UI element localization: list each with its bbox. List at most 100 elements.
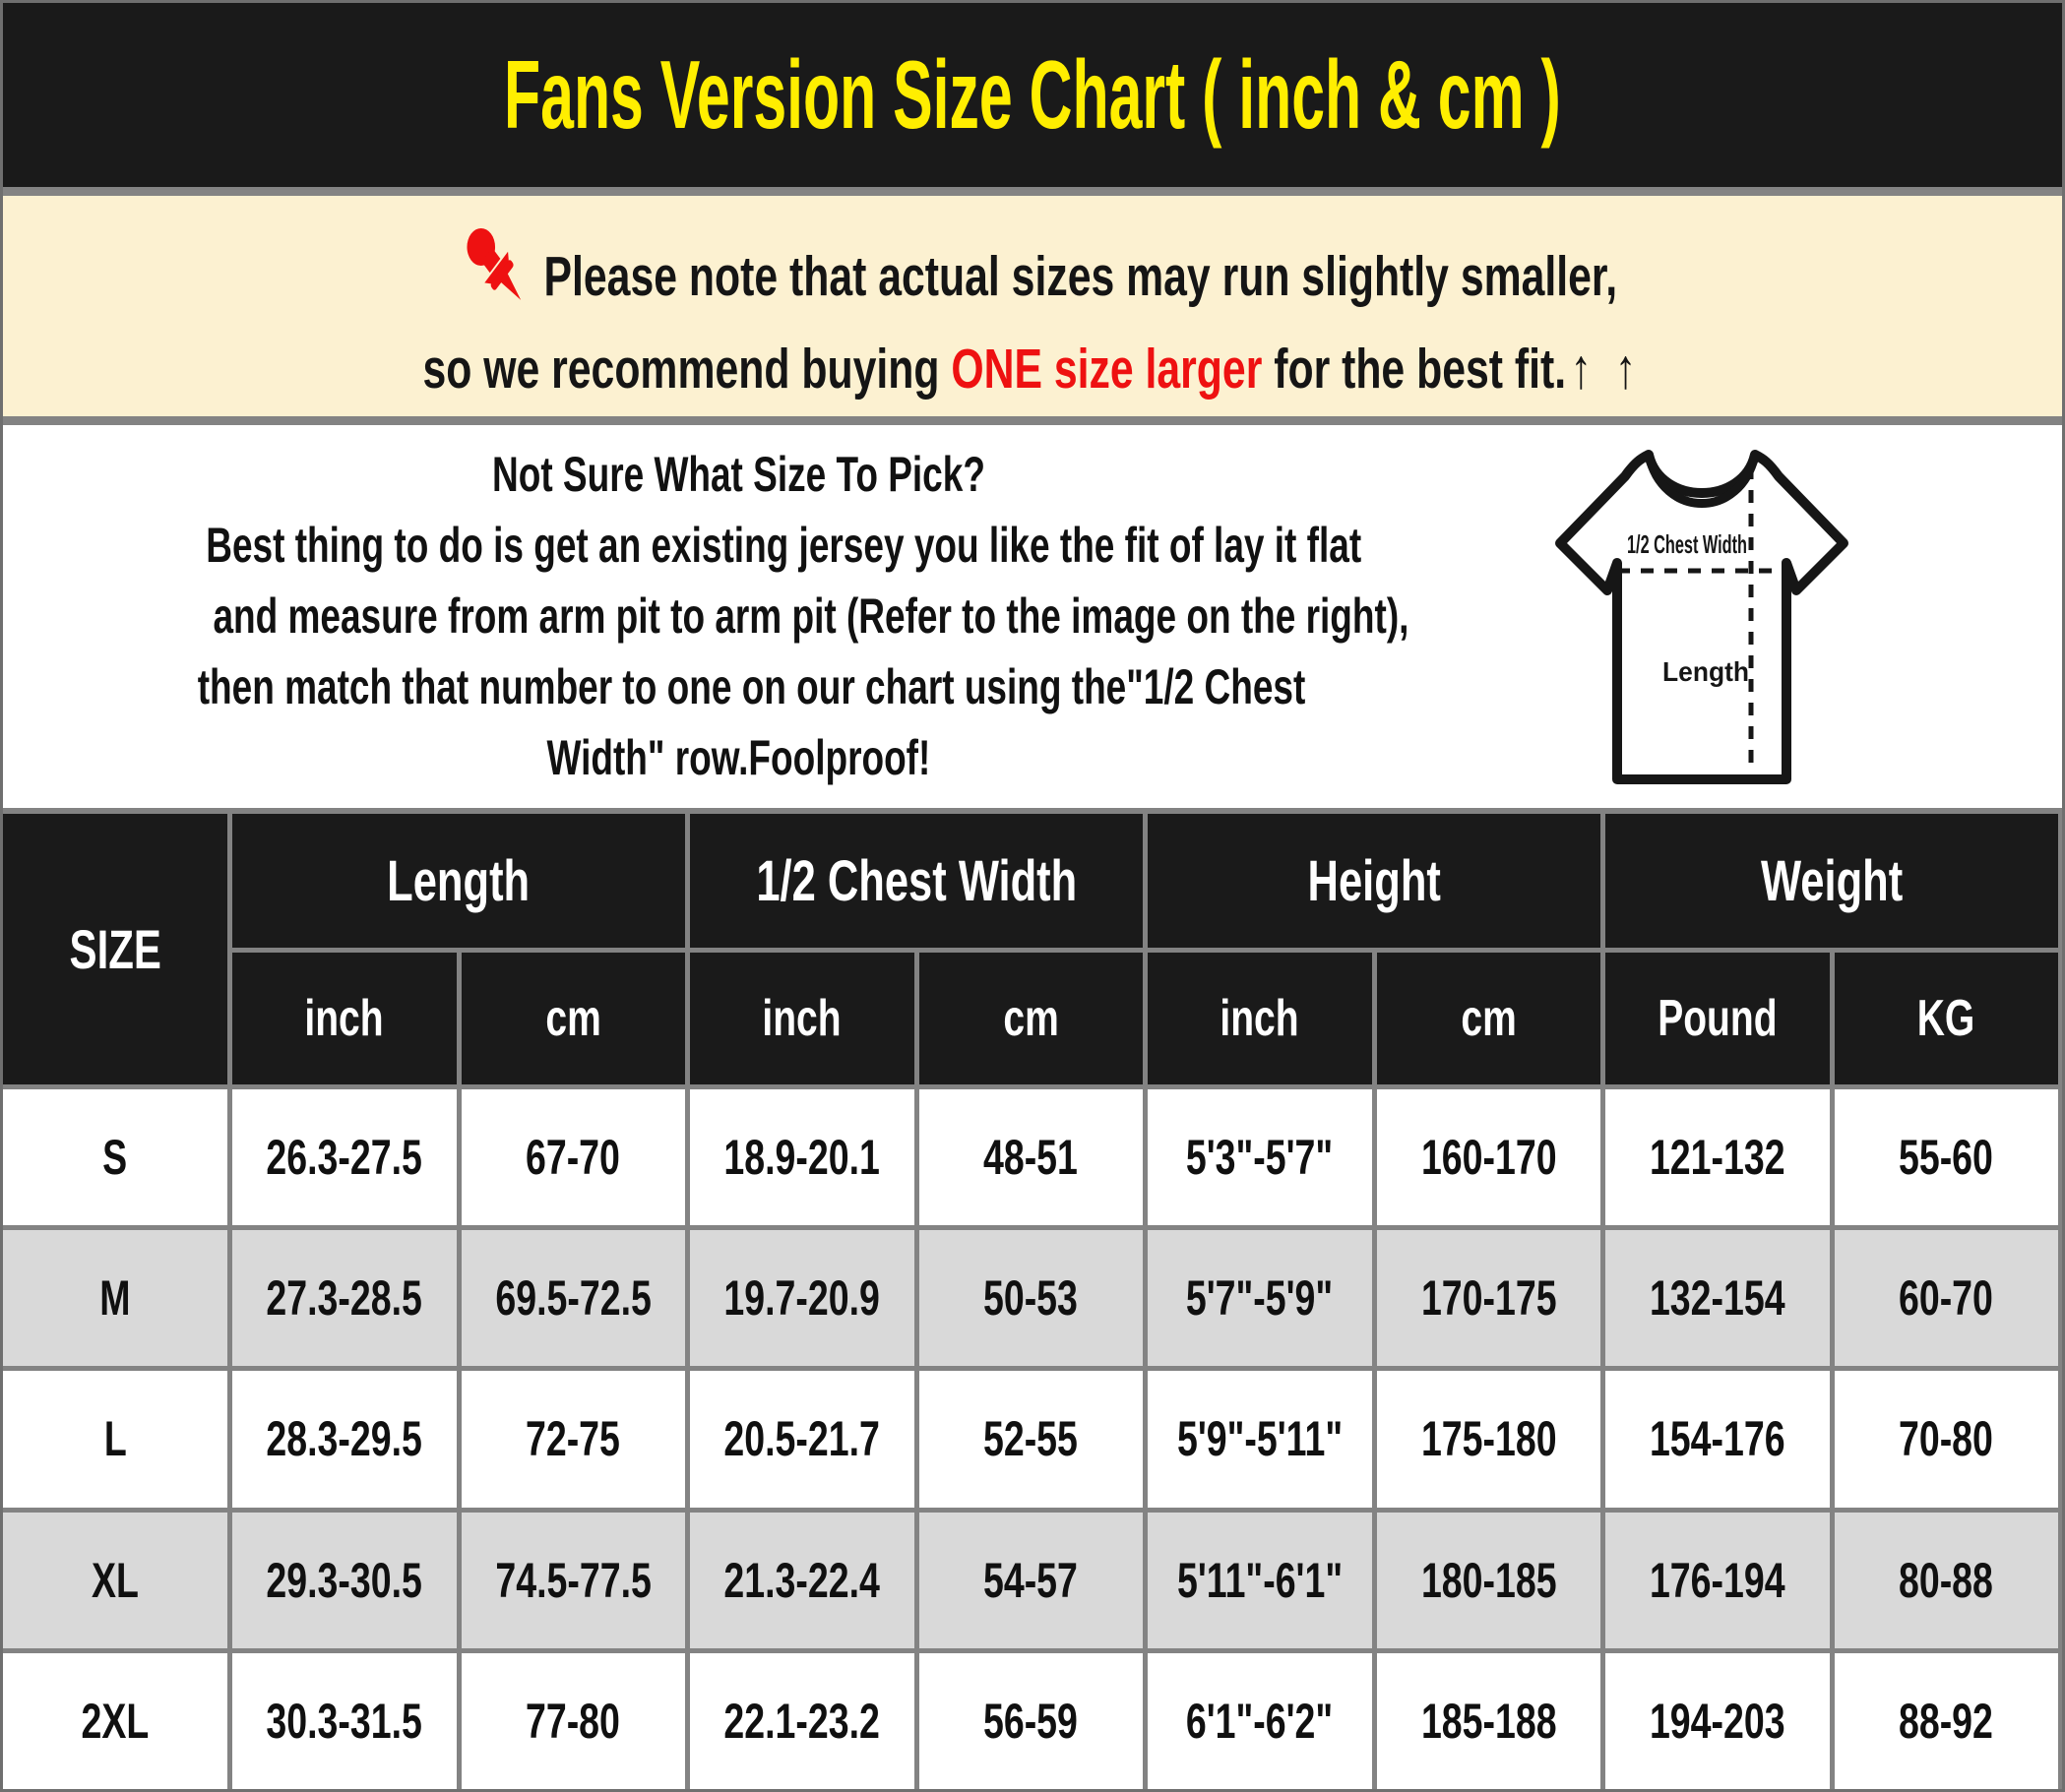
- value-cell-label: 132-154: [1649, 1270, 1785, 1327]
- value-cell: 70-80: [1834, 1371, 2058, 1508]
- size-cell: 2XL: [3, 1652, 227, 1789]
- value-cell: 27.3-28.5: [232, 1230, 457, 1367]
- instruction-line: Width" row.Foolproof!: [546, 730, 931, 785]
- value-cell-label: 5'9"-5'11": [1176, 1411, 1343, 1467]
- value-cell: 6'1"-6'2": [1148, 1652, 1372, 1789]
- value-cell: 56-59: [918, 1652, 1143, 1789]
- subheader-weight-kg: KG: [1834, 953, 2058, 1084]
- value-cell-label: 30.3-31.5: [266, 1693, 422, 1749]
- column-group-length: Length: [232, 814, 685, 948]
- value-cell: 80-88: [1834, 1512, 2058, 1648]
- column-group-chest-width: 1/2 Chest Width: [690, 814, 1143, 948]
- subheader-length-inch: inch: [232, 953, 457, 1084]
- value-cell-label: 121-132: [1649, 1130, 1785, 1186]
- value-cell: 88-92: [1834, 1652, 2058, 1789]
- value-cell-label: 22.1-23.2: [723, 1693, 880, 1749]
- value-cell-label: 60-70: [1899, 1270, 1994, 1327]
- value-cell-label: 69.5-72.5: [495, 1270, 652, 1327]
- value-cell: 30.3-31.5: [232, 1652, 457, 1789]
- subheader-weight-pound: Pound: [1605, 953, 1830, 1084]
- value-cell: 21.3-22.4: [690, 1512, 914, 1648]
- instruction-line: then match that number to one on our cha…: [197, 659, 1306, 714]
- value-cell: 18.9-20.1: [690, 1089, 914, 1226]
- size-cell: L: [3, 1371, 227, 1508]
- value-cell: 28.3-29.5: [232, 1371, 457, 1508]
- value-cell: 60-70: [1834, 1230, 2058, 1367]
- size-cell-label: XL: [92, 1552, 139, 1608]
- value-cell-label: 18.9-20.1: [723, 1130, 880, 1186]
- value-cell-label: 88-92: [1899, 1693, 1994, 1749]
- value-cell-label: 77-80: [526, 1693, 621, 1749]
- value-cell-label: 176-194: [1649, 1552, 1785, 1608]
- value-cell-label: 21.3-22.4: [723, 1552, 880, 1608]
- chest-width-label: 1/2 Chest Width: [1627, 529, 1747, 559]
- value-cell: 175-180: [1376, 1371, 1600, 1508]
- instruction-text: Not Sure What Size To Pick? Best thing t…: [3, 439, 1474, 793]
- value-cell: 194-203: [1605, 1652, 1830, 1789]
- value-cell-label: 175-180: [1420, 1411, 1557, 1467]
- size-cell: S: [3, 1089, 227, 1226]
- value-cell: 185-188: [1376, 1652, 1600, 1789]
- value-cell: 26.3-27.5: [232, 1089, 457, 1226]
- value-cell-label: 154-176: [1649, 1411, 1785, 1467]
- value-cell-label: 6'1"-6'2": [1186, 1693, 1334, 1749]
- subheader-length-cm: cm: [461, 953, 685, 1084]
- size-cell-label: 2XL: [81, 1693, 150, 1749]
- notice-highlight: ONE size larger: [951, 338, 1263, 401]
- value-cell-label: 160-170: [1420, 1130, 1557, 1186]
- instruction-line: Not Sure What Size To Pick?: [492, 447, 985, 502]
- size-cell-label: L: [103, 1411, 127, 1467]
- value-cell: 54-57: [918, 1512, 1143, 1648]
- value-cell-label: 80-88: [1899, 1552, 1994, 1608]
- value-cell: 50-53: [918, 1230, 1143, 1367]
- value-cell-label: 48-51: [983, 1130, 1079, 1186]
- size-cell: M: [3, 1230, 227, 1367]
- value-cell-label: 28.3-29.5: [266, 1411, 422, 1467]
- value-cell-label: 26.3-27.5: [266, 1130, 422, 1186]
- value-cell: 160-170: [1376, 1089, 1600, 1226]
- value-cell: 72-75: [461, 1371, 685, 1508]
- value-cell-label: 194-203: [1649, 1693, 1785, 1749]
- value-cell-label: 185-188: [1420, 1693, 1557, 1749]
- value-cell: 5'11"-6'1": [1148, 1512, 1372, 1648]
- value-cell: 121-132: [1605, 1089, 1830, 1226]
- value-cell-label: 5'11"-6'1": [1176, 1552, 1343, 1608]
- value-cell-label: 19.7-20.9: [723, 1270, 880, 1327]
- size-table: SIZE Length 1/2 Chest Width Height Weigh…: [3, 808, 2062, 1789]
- value-cell: 5'7"-5'9": [1148, 1230, 1372, 1367]
- instruction-line: and measure from arm pit to arm pit (Ref…: [213, 588, 1409, 644]
- instruction-line: Best thing to do is get an existing jers…: [206, 518, 1362, 573]
- collar-line: [1644, 453, 1760, 508]
- value-cell-label: 56-59: [983, 1693, 1079, 1749]
- value-cell: 77-80: [461, 1652, 685, 1789]
- size-cell-label: M: [99, 1270, 131, 1327]
- value-cell: 176-194: [1605, 1512, 1830, 1648]
- subheader-chest-cm: cm: [918, 953, 1143, 1084]
- divider: [3, 187, 2062, 196]
- value-cell-label: 170-175: [1420, 1270, 1557, 1327]
- value-cell: 20.5-21.7: [690, 1371, 914, 1508]
- header-bar: Fans Version Size Chart ( inch & cm ): [3, 3, 2062, 187]
- column-group-height: Height: [1148, 814, 1600, 948]
- value-cell-label: 180-185: [1420, 1552, 1557, 1608]
- value-cell: 5'9"-5'11": [1148, 1371, 1372, 1508]
- subheader-height-inch: inch: [1148, 953, 1372, 1084]
- notice-text-1: Please note that actual sizes may run sl…: [543, 245, 1618, 308]
- subheader-height-cm: cm: [1376, 953, 1600, 1084]
- value-cell: 19.7-20.9: [690, 1230, 914, 1367]
- up-arrows-icon: ↑ ↑: [1570, 338, 1643, 401]
- value-cell: 48-51: [918, 1089, 1143, 1226]
- value-cell-label: 5'7"-5'9": [1186, 1270, 1334, 1327]
- value-cell-label: 27.3-28.5: [266, 1270, 422, 1327]
- length-label: Length: [1662, 656, 1749, 687]
- value-cell: 180-185: [1376, 1512, 1600, 1648]
- notice-line-2: so we recommend buying ONE size larger f…: [219, 337, 1846, 402]
- value-cell: 170-175: [1376, 1230, 1600, 1367]
- divider: [3, 416, 2062, 425]
- value-cell-label: 72-75: [526, 1411, 621, 1467]
- value-cell-label: 74.5-77.5: [495, 1552, 652, 1608]
- value-cell-label: 54-57: [983, 1552, 1079, 1608]
- instruction-section: Not Sure What Size To Pick? Best thing t…: [3, 425, 2062, 808]
- value-cell: 132-154: [1605, 1230, 1830, 1367]
